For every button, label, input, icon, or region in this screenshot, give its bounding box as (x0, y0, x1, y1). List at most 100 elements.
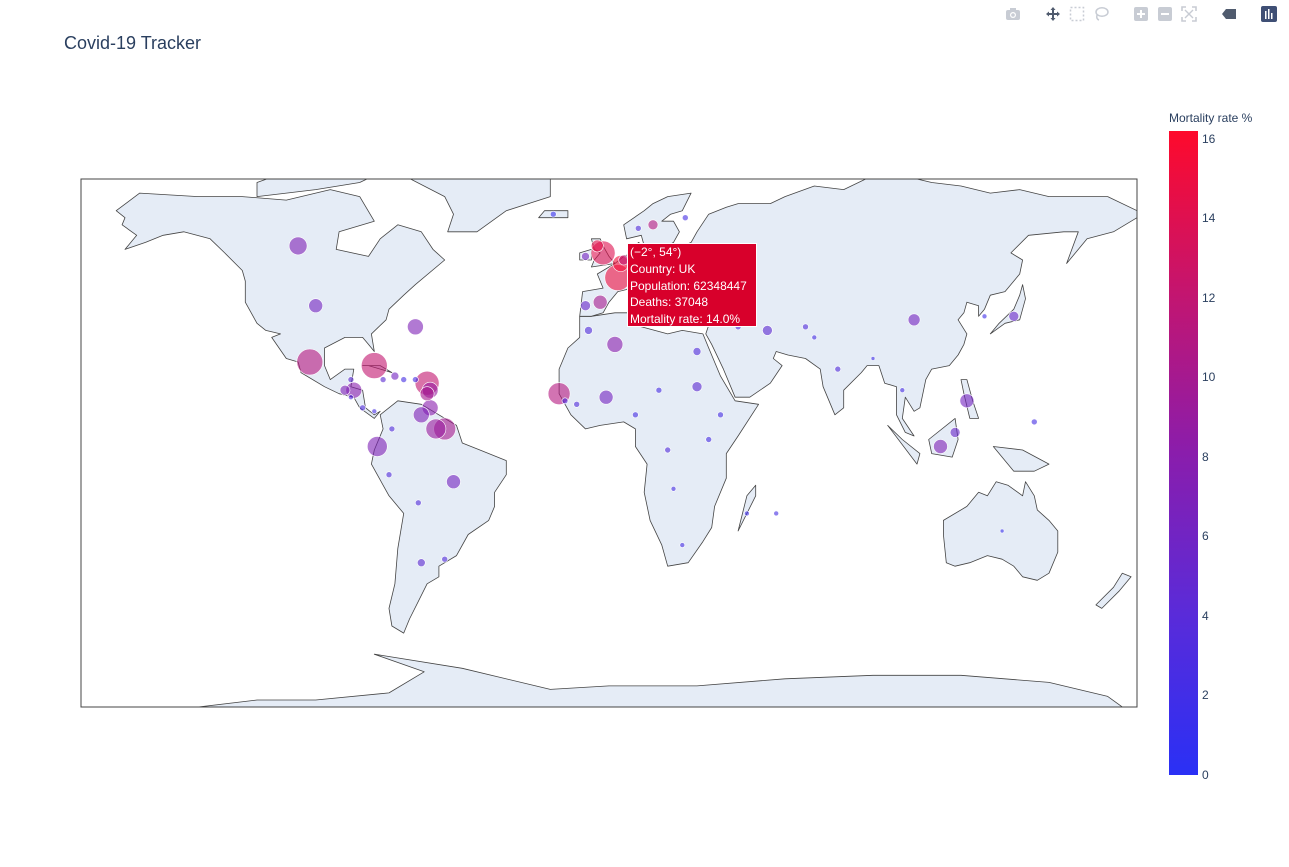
country-marker[interactable] (581, 252, 590, 261)
page-title: Covid-19 Tracker (64, 33, 202, 53)
country-marker[interactable] (762, 325, 773, 336)
colorbar-tick-label: 14 (1202, 211, 1216, 226)
zoom-in-icon[interactable] (1129, 4, 1153, 24)
country-marker[interactable] (379, 376, 387, 383)
country-marker[interactable] (1008, 310, 1020, 322)
country-marker[interactable] (949, 427, 961, 438)
country-marker[interactable] (632, 411, 639, 419)
country-marker[interactable] (899, 387, 906, 394)
country-marker[interactable] (999, 528, 1005, 534)
country-marker[interactable] (407, 318, 424, 336)
colorbar-tick-label: 6 (1202, 529, 1209, 544)
landmass-1 (370, 400, 507, 634)
modebar-group-select (1041, 4, 1113, 24)
country-marker[interactable] (573, 400, 581, 408)
colorbar-tick-label: 2 (1202, 688, 1209, 703)
country-marker[interactable] (296, 348, 324, 376)
country-marker[interactable] (590, 239, 604, 253)
country-marker[interactable] (385, 471, 393, 479)
colorbar-title: Mortality rate % (1169, 111, 1253, 125)
landmass-17 (256, 179, 368, 198)
tooltip-mortality: Mortality rate: 14.0% (630, 312, 741, 327)
country-marker[interactable] (933, 439, 948, 454)
hover-icon[interactable] (1217, 4, 1241, 24)
country-marker[interactable] (390, 371, 400, 381)
camera-icon[interactable] (1001, 4, 1025, 24)
country-marker[interactable] (692, 347, 702, 356)
country-marker[interactable] (705, 436, 713, 443)
country-marker[interactable] (412, 376, 419, 383)
colorbar-tick-label: 10 (1202, 370, 1216, 385)
country-marker[interactable] (670, 485, 677, 492)
landmass-16 (1095, 572, 1132, 609)
country-marker[interactable] (400, 376, 408, 383)
country-marker[interactable] (664, 446, 672, 454)
country-marker[interactable] (347, 376, 355, 383)
tooltip-coords: (−2°, 54°) (630, 245, 682, 259)
country-marker[interactable] (288, 236, 308, 256)
landmass-2 (558, 312, 759, 567)
country-marker[interactable] (366, 436, 388, 457)
country-marker[interactable] (446, 474, 461, 490)
country-marker[interactable] (655, 386, 663, 394)
landmass-11 (737, 484, 757, 532)
colorbar-tick-label: 8 (1202, 449, 1209, 464)
colorbar (1169, 131, 1198, 775)
country-marker[interactable] (1031, 418, 1038, 426)
country-marker[interactable] (592, 294, 608, 310)
country-marker[interactable] (870, 356, 876, 361)
country-marker[interactable] (802, 323, 809, 331)
colorbar-tick-label: 4 (1202, 608, 1209, 623)
country-marker[interactable] (584, 326, 593, 335)
landmass-6 (409, 179, 551, 233)
country-marker[interactable] (717, 411, 724, 419)
landmass-14 (992, 446, 1050, 472)
country-marker[interactable] (412, 406, 430, 424)
landmass-5 (81, 653, 1137, 707)
country-marker[interactable] (419, 386, 435, 402)
lasso-icon[interactable] (1089, 4, 1113, 24)
country-marker[interactable] (811, 334, 818, 341)
country-marker[interactable] (981, 313, 988, 320)
country-marker[interactable] (681, 214, 689, 221)
country-marker[interactable] (388, 425, 396, 433)
country-marker[interactable] (416, 558, 426, 568)
country-marker[interactable] (414, 499, 422, 507)
country-marker[interactable] (647, 219, 659, 231)
map-frame (80, 178, 1138, 708)
country-marker[interactable] (959, 393, 975, 409)
map-plot-area (81, 179, 1137, 707)
hover-tooltip: (−2°, 54°) Country: UK Population: 62348… (627, 243, 757, 327)
country-marker[interactable] (441, 555, 449, 563)
country-marker[interactable] (308, 298, 324, 314)
country-marker[interactable] (348, 394, 354, 401)
country-marker[interactable] (580, 300, 591, 312)
country-marker[interactable] (691, 381, 703, 393)
country-marker[interactable] (359, 404, 366, 412)
country-marker[interactable] (339, 384, 351, 396)
plotly-logo[interactable] (1257, 4, 1281, 24)
country-marker[interactable] (606, 336, 624, 353)
country-marker[interactable] (634, 225, 642, 232)
modebar-group-hover (1217, 4, 1241, 24)
country-marker[interactable] (549, 210, 557, 218)
country-marker[interactable] (371, 408, 378, 415)
reset-icon[interactable] (1177, 4, 1201, 24)
modebar-group-export (1001, 4, 1025, 24)
modebar-group-zoom (1129, 4, 1201, 24)
box-select-icon[interactable] (1065, 4, 1089, 24)
country-marker[interactable] (425, 418, 447, 440)
country-marker[interactable] (561, 397, 569, 405)
country-marker[interactable] (907, 313, 921, 327)
tooltip-country: Country: UK (630, 261, 696, 276)
country-marker[interactable] (360, 352, 388, 379)
pan-icon[interactable] (1041, 4, 1065, 24)
landmass-9 (989, 284, 1026, 335)
zoom-out-icon[interactable] (1153, 4, 1177, 24)
country-marker[interactable] (744, 510, 750, 517)
country-marker[interactable] (598, 389, 614, 405)
country-marker[interactable] (679, 542, 686, 548)
country-marker[interactable] (773, 510, 780, 517)
country-marker[interactable] (834, 365, 842, 373)
